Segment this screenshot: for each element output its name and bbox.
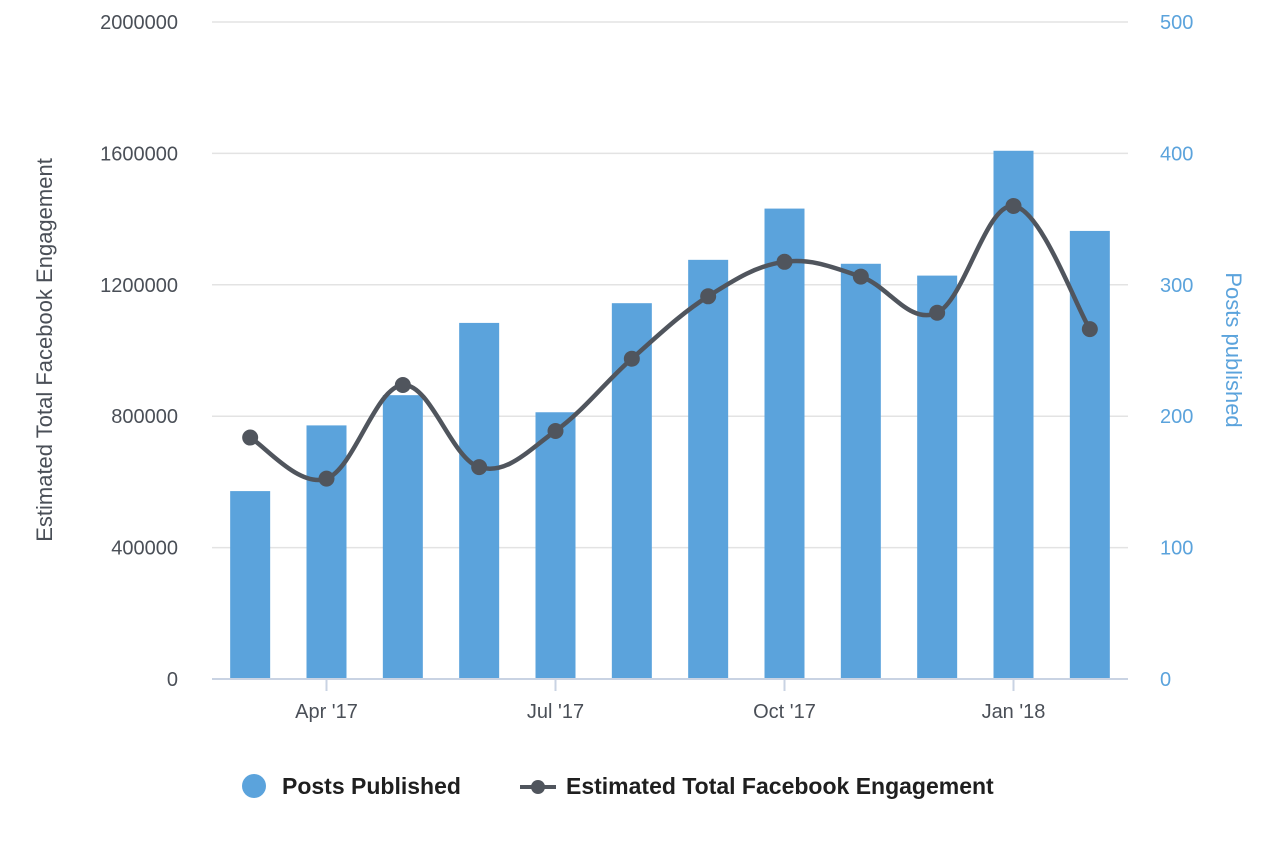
y-right-tick-label: 300 bbox=[1160, 275, 1193, 297]
engagement-line-path bbox=[247, 203, 1093, 483]
gridlines bbox=[212, 21, 1128, 549]
y-left-tick-label: 1200000 bbox=[100, 275, 178, 297]
legend-label-posts-published: Posts Published bbox=[282, 773, 461, 799]
line-point[interactable] bbox=[318, 470, 335, 487]
line-point[interactable] bbox=[929, 304, 946, 321]
legend-label-engagement: Estimated Total Facebook Engagement bbox=[566, 773, 994, 799]
y-right-tick-label: 200 bbox=[1160, 406, 1193, 428]
legend[interactable]: Posts Published Estimated Total Facebook… bbox=[242, 773, 994, 799]
line-point[interactable] bbox=[394, 376, 411, 393]
bar[interactable] bbox=[382, 395, 423, 679]
y-axis-right: 0 100 200 300 400 500 bbox=[1160, 12, 1193, 691]
line-point[interactable] bbox=[700, 288, 717, 305]
line-point[interactable] bbox=[1081, 321, 1098, 338]
y-left-tick-label: 2000000 bbox=[100, 12, 178, 34]
x-tick-label: Oct '17 bbox=[753, 701, 816, 723]
y-left-tick-label: 0 bbox=[167, 669, 178, 691]
y-left-tick-label: 400000 bbox=[111, 538, 178, 560]
bar[interactable] bbox=[306, 425, 347, 679]
bar[interactable] bbox=[993, 150, 1034, 680]
line-series-engagement bbox=[242, 197, 1098, 487]
line-point[interactable] bbox=[242, 429, 259, 446]
bar[interactable] bbox=[230, 491, 271, 679]
x-tick-label: Jan '18 bbox=[982, 701, 1046, 723]
legend-item-posts-published[interactable]: Posts Published bbox=[242, 773, 461, 799]
y-right-tick-label: 0 bbox=[1160, 669, 1171, 691]
y-left-tick-label: 800000 bbox=[111, 406, 178, 428]
bar[interactable] bbox=[535, 412, 576, 679]
x-tick-label: Jul '17 bbox=[527, 701, 584, 723]
line-point[interactable] bbox=[623, 350, 640, 367]
y-axis-left-title: Estimated Total Facebook Engagement bbox=[32, 158, 57, 542]
bar[interactable] bbox=[917, 275, 958, 679]
x-tick-label: Apr '17 bbox=[295, 701, 358, 723]
bar[interactable] bbox=[688, 259, 729, 679]
line-point[interactable] bbox=[852, 268, 869, 285]
line-point[interactable] bbox=[471, 459, 488, 476]
y-right-tick-label: 400 bbox=[1160, 143, 1193, 165]
bar[interactable] bbox=[764, 208, 805, 679]
line-point[interactable] bbox=[1005, 197, 1022, 214]
y-axis-left: 0 400000 800000 1200000 1600000 2000000 bbox=[100, 12, 178, 691]
line-point[interactable] bbox=[776, 253, 793, 270]
y-right-tick-label: 100 bbox=[1160, 538, 1193, 560]
x-axis: Apr '17 Jul '17 Oct '17 Jan '18 bbox=[212, 678, 1128, 723]
line-point[interactable] bbox=[547, 422, 564, 439]
legend-item-engagement[interactable]: Estimated Total Facebook Engagement bbox=[520, 773, 994, 799]
legend-marker-bar-icon bbox=[242, 774, 266, 798]
y-axis-right-title: Posts published bbox=[1221, 272, 1246, 427]
y-left-tick-label: 1600000 bbox=[100, 143, 178, 165]
legend-marker-dot-icon bbox=[531, 780, 545, 794]
bars-series-posts-published bbox=[230, 150, 1110, 680]
bar[interactable] bbox=[840, 263, 881, 679]
bar[interactable] bbox=[459, 322, 500, 679]
y-right-tick-label: 500 bbox=[1160, 12, 1193, 34]
